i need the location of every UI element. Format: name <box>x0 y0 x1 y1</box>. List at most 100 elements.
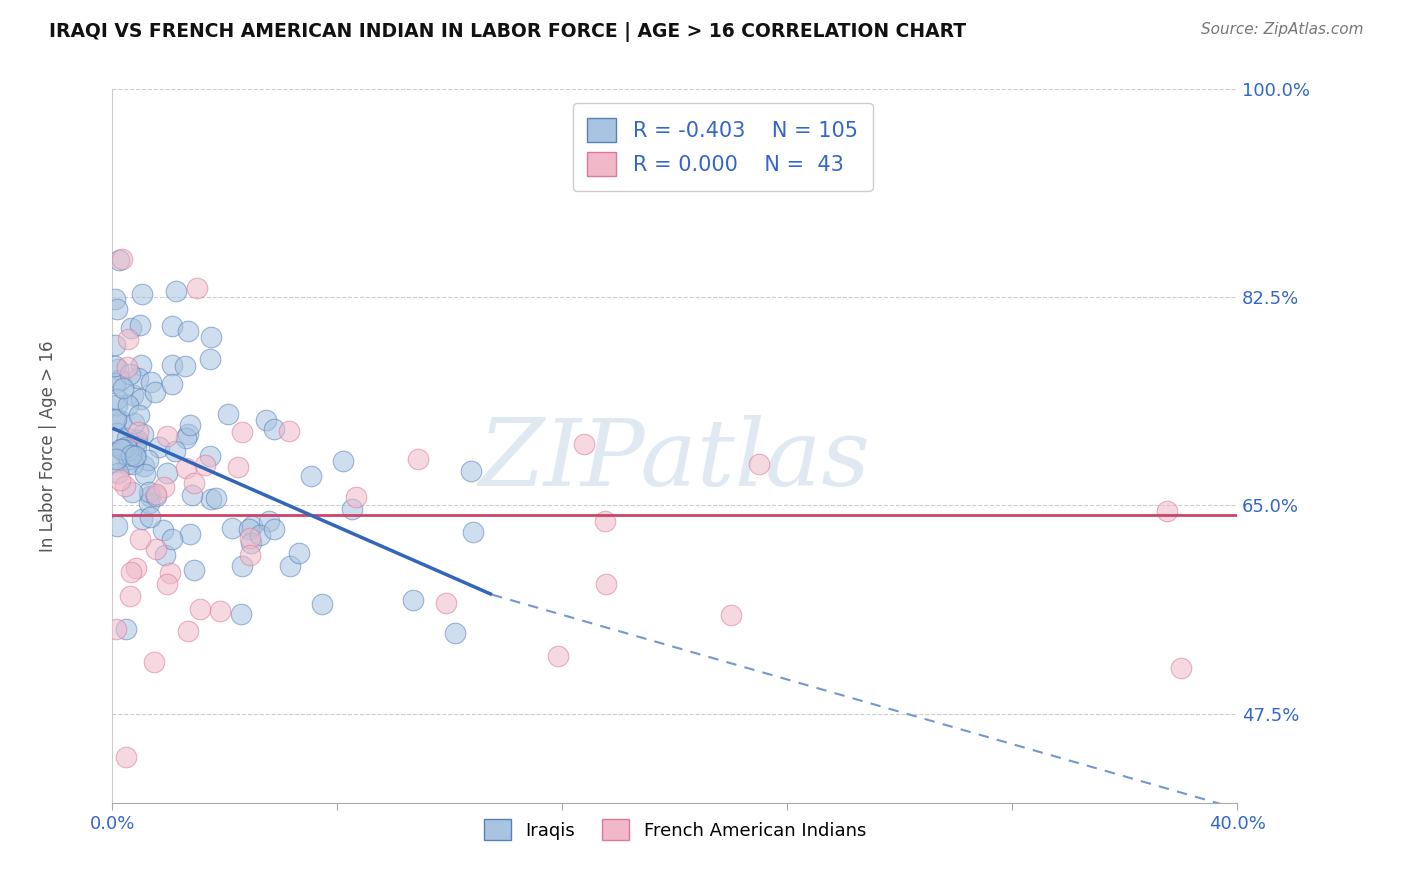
Point <box>138 485 160 500</box>
Point <box>444 625 467 640</box>
Point <box>110 442 132 457</box>
Point <box>221 521 243 535</box>
Point <box>402 593 425 607</box>
Point <box>117 450 139 464</box>
Point <box>110 373 132 387</box>
Point <box>134 467 156 482</box>
Point <box>200 351 222 366</box>
Point <box>124 439 146 453</box>
Point <box>105 392 128 406</box>
Point <box>104 359 127 374</box>
Point <box>463 524 485 539</box>
Point <box>173 359 195 373</box>
Point <box>131 512 153 526</box>
Point <box>111 252 134 266</box>
Point <box>153 548 176 562</box>
Point <box>344 490 367 504</box>
Point <box>122 417 145 431</box>
Point <box>434 596 457 610</box>
Point <box>145 487 167 501</box>
Point <box>1156 504 1178 518</box>
Point <box>105 398 128 412</box>
Point <box>259 514 281 528</box>
Point <box>114 622 136 636</box>
Point <box>186 280 208 294</box>
Point <box>124 560 146 574</box>
Point <box>183 475 205 490</box>
Point <box>122 457 145 471</box>
Point <box>105 425 128 440</box>
Point <box>105 412 128 426</box>
Point <box>125 434 148 449</box>
Point <box>104 413 127 427</box>
Point <box>720 607 742 622</box>
Point <box>160 319 183 334</box>
Point <box>115 431 138 445</box>
Point <box>226 460 249 475</box>
Point <box>139 509 162 524</box>
Point <box>340 502 363 516</box>
Point <box>118 451 141 466</box>
Point <box>160 358 183 372</box>
Point <box>263 422 285 436</box>
Legend: Iraqis, French American Indians: Iraqis, French American Indians <box>477 812 873 847</box>
Point <box>104 452 127 467</box>
Point <box>117 398 139 412</box>
Point <box>107 466 129 480</box>
Point <box>239 531 262 545</box>
Point <box>112 442 135 457</box>
Point <box>299 469 322 483</box>
Point <box>115 457 138 471</box>
Point <box>110 442 132 457</box>
Point <box>148 440 170 454</box>
Point <box>239 536 262 550</box>
Point <box>121 388 143 402</box>
Point <box>131 286 153 301</box>
Point <box>720 118 742 132</box>
Point <box>278 424 301 438</box>
Text: IRAQI VS FRENCH AMERICAN INDIAN IN LABOR FORCE | AGE > 16 CORRELATION CHART: IRAQI VS FRENCH AMERICAN INDIAN IN LABOR… <box>49 22 966 42</box>
Point <box>152 480 174 494</box>
Point <box>129 318 152 332</box>
Point <box>238 522 260 536</box>
Point <box>143 385 166 400</box>
Point <box>217 407 239 421</box>
Point <box>231 558 253 573</box>
Point <box>188 602 211 616</box>
Point <box>105 518 128 533</box>
Point <box>132 458 155 473</box>
Point <box>120 566 142 580</box>
Point <box>125 449 148 463</box>
Point <box>139 489 162 503</box>
Point <box>104 337 127 351</box>
Point <box>108 253 131 268</box>
Point <box>115 750 138 764</box>
Point <box>163 444 186 458</box>
Point <box>181 487 204 501</box>
Point <box>118 368 141 382</box>
Point <box>1170 660 1192 674</box>
Point <box>156 429 179 443</box>
Point <box>162 532 184 546</box>
Y-axis label: In Labor Force | Age > 16: In Labor Force | Age > 16 <box>39 340 56 552</box>
Point <box>156 466 179 480</box>
Point <box>138 496 160 510</box>
Point <box>183 563 205 577</box>
Point <box>239 548 262 562</box>
Point <box>104 455 127 469</box>
Point <box>460 464 482 478</box>
Point <box>124 450 146 464</box>
Point <box>117 332 139 346</box>
Point <box>117 442 139 457</box>
Point <box>136 452 159 467</box>
Point <box>156 577 179 591</box>
Point <box>108 474 131 488</box>
Point <box>132 427 155 442</box>
Point <box>125 433 148 447</box>
Point <box>127 425 149 439</box>
Point <box>311 597 333 611</box>
Point <box>174 461 197 475</box>
Point <box>115 440 138 454</box>
Point <box>229 607 252 621</box>
Point <box>129 533 152 547</box>
